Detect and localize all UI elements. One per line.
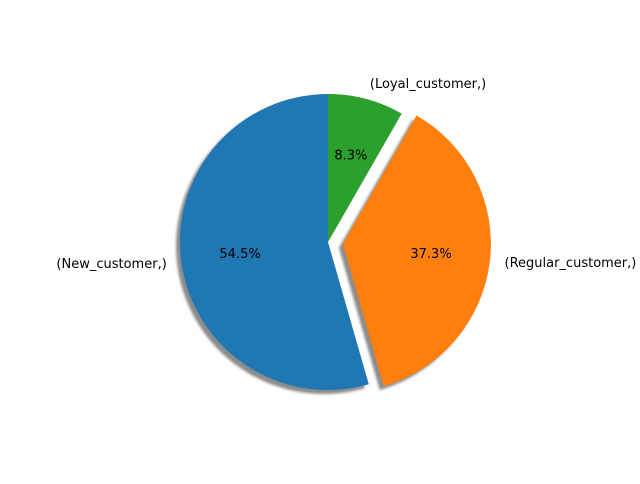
pie-label-layer: 54.5% (New_customer,) 37.3% (Regular_custom…: [56, 77, 636, 272]
slice-percent-label: 37.3%: [410, 247, 451, 262]
pie-slice-new-customer: [179, 93, 369, 391]
pie-slice-regular-customer: [342, 115, 491, 387]
slice-category-label: (Regular_customer,): [505, 256, 637, 271]
slice-category-label: (Loyal_customer,): [370, 77, 486, 92]
slice-category-label: (New_customer,): [56, 257, 166, 272]
pie-slice-loyal-customer: [328, 94, 402, 242]
slice-percent-label: 54.5%: [219, 247, 260, 262]
pie-slice-layer: [179, 93, 491, 391]
slice-percent-label: 8.3%: [334, 149, 367, 164]
